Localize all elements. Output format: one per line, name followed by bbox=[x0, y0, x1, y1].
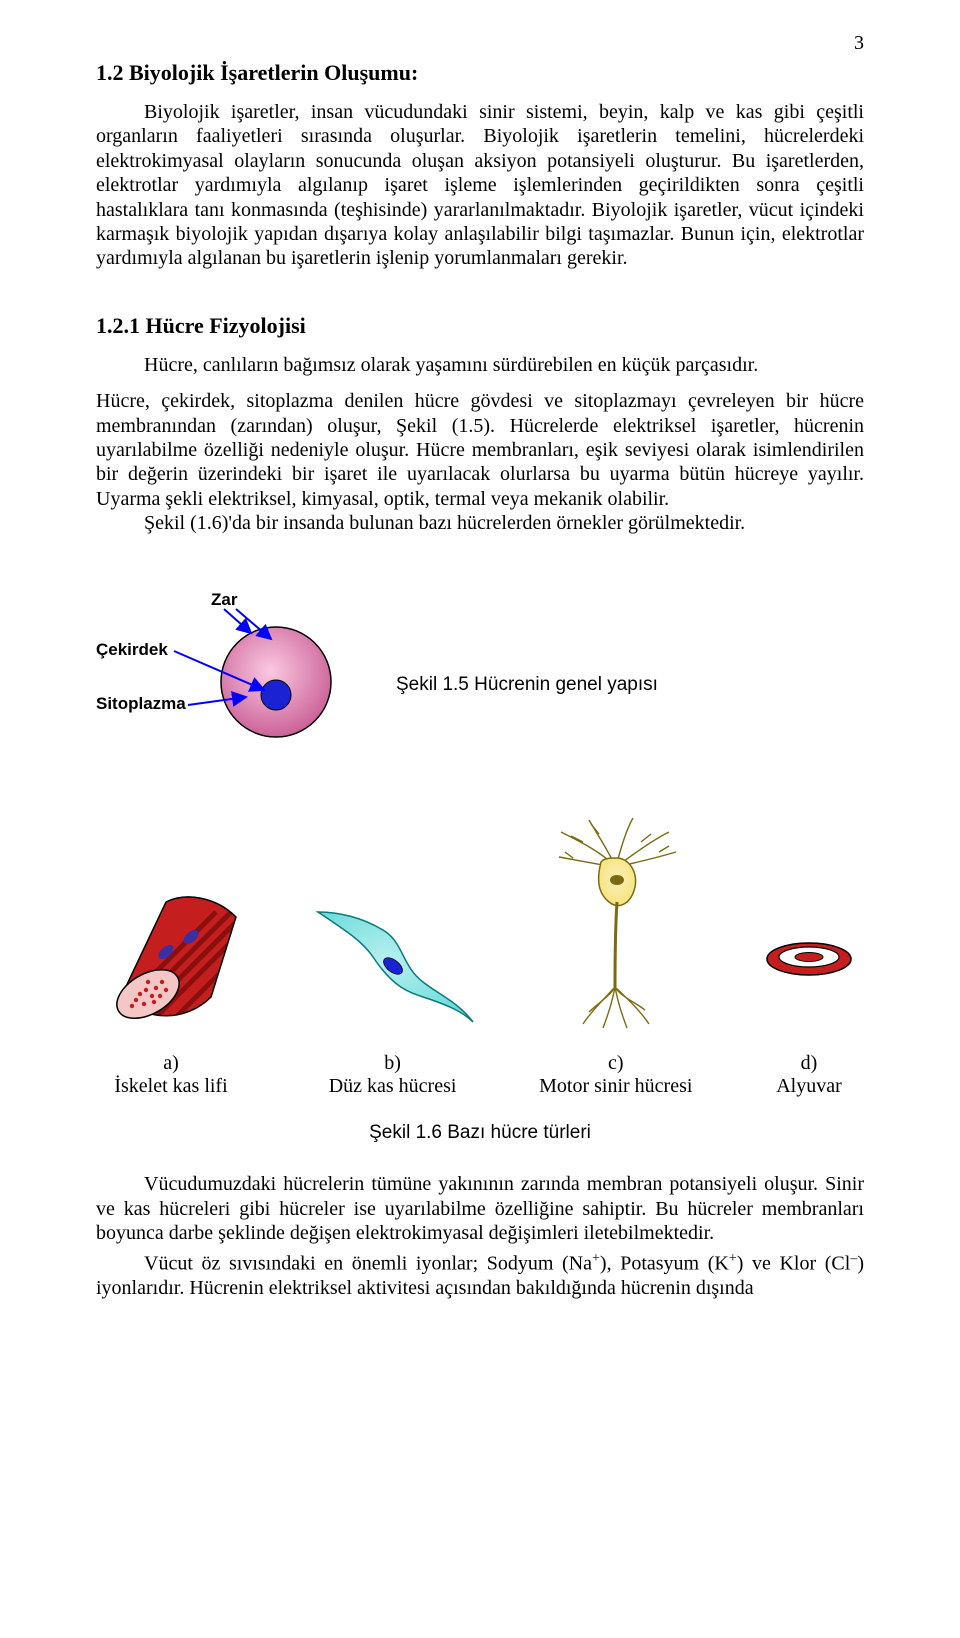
fig16-label-c: Motor sinir hücresi bbox=[539, 1075, 692, 1098]
fig16-item-a: a) İskelet kas lifi bbox=[96, 882, 246, 1098]
fig16-item-c: c) Motor sinir hücresi bbox=[539, 812, 692, 1098]
fig16-letter-d: d) bbox=[801, 1052, 818, 1075]
figure-1-5-svg: Zar Çekirdek Sitoplazma bbox=[96, 587, 356, 782]
closing-paragraph-2: Vücut öz sıvısındaki en önemli iyonlar; … bbox=[96, 1250, 864, 1300]
motor-neuron-icon bbox=[541, 812, 691, 1032]
fig16-label-b: Düz kas hücresi bbox=[329, 1075, 457, 1098]
fig15-sitoplazma-label: Sitoplazma bbox=[96, 694, 186, 713]
section-number: 1.2 bbox=[96, 60, 124, 85]
fig16-item-b: b) Düz kas hücresi bbox=[308, 882, 478, 1098]
fig16-letter-b: b) bbox=[384, 1052, 401, 1075]
figure-1-6-caption: Şekil 1.6 Bazı hücre türleri bbox=[96, 1122, 864, 1144]
smooth-muscle-icon bbox=[308, 882, 478, 1032]
subsection-title: 1.2.1 Hücre Fizyolojisi bbox=[96, 313, 864, 339]
figure-1-5: Zar Çekirdek Sitoplazma Şekil 1.5 Hücren… bbox=[96, 587, 864, 782]
fig16-label-d: Alyuvar bbox=[776, 1075, 842, 1098]
red-blood-cell-icon bbox=[754, 882, 864, 1032]
subsection-title-text: Hücre Fizyolojisi bbox=[146, 313, 306, 338]
skeletal-muscle-icon bbox=[96, 882, 246, 1032]
fig15-cekirdek-label: Çekirdek bbox=[96, 640, 168, 659]
page-number: 3 bbox=[854, 32, 864, 55]
subsection-intro: Hücre, canlıların bağımsız olarak yaşamı… bbox=[96, 353, 864, 377]
figure-1-5-caption: Şekil 1.5 Hücrenin genel yapısı bbox=[396, 674, 658, 696]
section-title: 1.2 Biyolojik İşaretlerin Oluşumu: bbox=[96, 60, 864, 86]
fig16-item-d: d) Alyuvar bbox=[754, 882, 864, 1098]
fig16-letter-c: c) bbox=[608, 1052, 624, 1075]
subsection-paragraph-2: Şekil (1.6)'da bir insanda bulunan bazı … bbox=[96, 511, 864, 535]
subsection-number: 1.2.1 bbox=[96, 313, 140, 338]
section-title-text: Biyolojik İşaretlerin Oluşumu: bbox=[129, 60, 418, 85]
closing-paragraph-1: Vücudumuzdaki hücrelerin tümüne yakınını… bbox=[96, 1172, 864, 1245]
subsection-paragraph-1: Hücre, çekirdek, sitoplazma denilen hücr… bbox=[96, 389, 864, 511]
figure-1-6: a) İskelet kas lifi b) Düz kas hücresi bbox=[96, 812, 864, 1098]
section-paragraph-1: Biyolojik işaretler, insan vücudundaki s… bbox=[96, 100, 864, 271]
fig16-letter-a: a) bbox=[163, 1052, 179, 1075]
fig16-label-a: İskelet kas lifi bbox=[114, 1075, 227, 1098]
fig15-zar-label: Zar bbox=[211, 590, 238, 609]
page: 3 1.2 Biyolojik İşaretlerin Oluşumu: Biy… bbox=[0, 0, 960, 1638]
